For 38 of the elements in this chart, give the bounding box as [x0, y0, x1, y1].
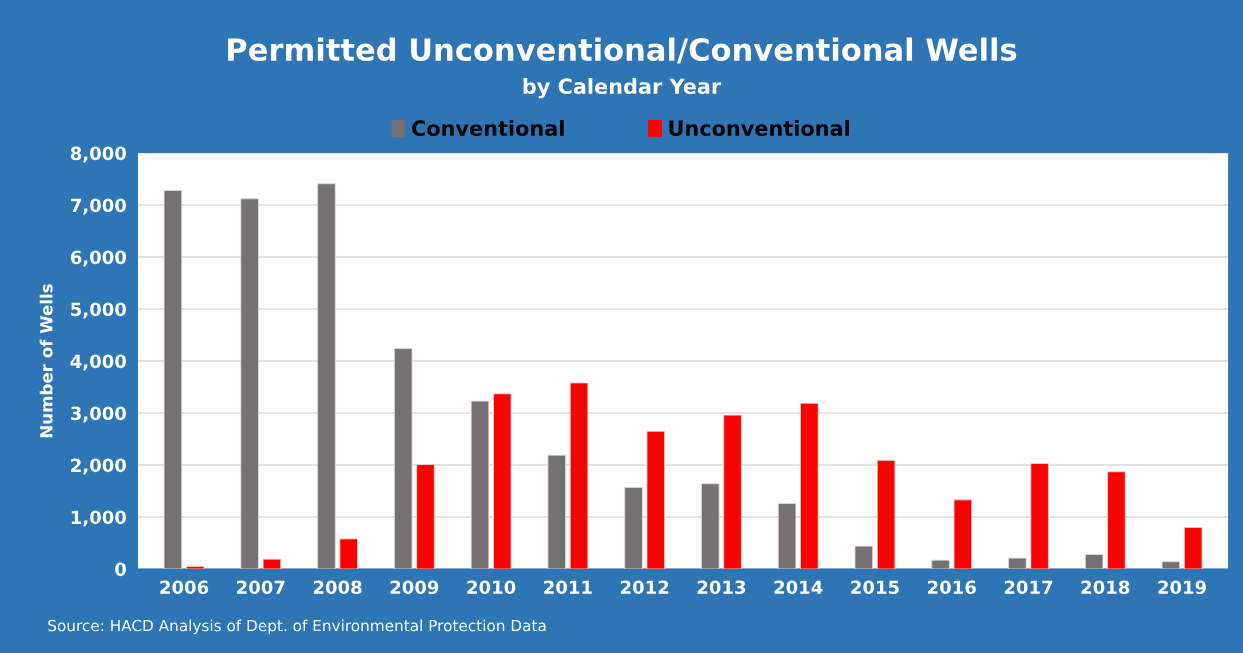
y-tick-label: 5,000 [71, 302, 126, 319]
x-tick-label: 2014 [774, 580, 823, 595]
x-tick-label: 2011 [544, 580, 592, 595]
x-tick-label: 2015 [851, 580, 899, 595]
x-tick-label: 2013 [697, 580, 746, 595]
y-tick-label: 2,000 [71, 458, 126, 475]
legend-label: Unconventional [669, 119, 849, 137]
x-tick-label: 2012 [620, 580, 669, 595]
chart-title: Permitted Unconventional/Conventional Wells [228, 37, 1017, 64]
x-tick-label: 2007 [237, 580, 285, 595]
y-tick-label: 0 [115, 562, 126, 577]
y-tick-label: 1,000 [71, 510, 126, 527]
y-axis-title: Number of Wells [39, 284, 53, 438]
bar [1183, 527, 1203, 570]
y-tick-label: 3,000 [70, 406, 126, 423]
x-tick-label: 2008 [313, 580, 362, 595]
x-tick-label: 2018 [1081, 580, 1130, 595]
chart-subtitle: by Calendar Year [523, 77, 722, 99]
x-tick-label: 2009 [390, 580, 439, 595]
y-tick-label: 7,000 [70, 198, 126, 215]
legend-label: Conventional [412, 119, 564, 137]
y-tick-label: 4,000 [70, 354, 126, 371]
bar [931, 559, 950, 570]
y-tick-label: 8,000 [70, 146, 126, 163]
y-tick-label: 6,000 [70, 250, 126, 267]
x-tick-label: 2016 [928, 580, 976, 595]
bar [854, 545, 874, 570]
source-note: Source: HACD Analysis of Dept. of Environmental Protection Data [48, 619, 546, 635]
bar [262, 558, 282, 570]
x-tick-label: 2010 [467, 580, 516, 595]
bar [185, 566, 205, 570]
x-tick-label: 2019 [1158, 580, 1206, 595]
bar [1084, 554, 1104, 570]
bar [339, 538, 358, 570]
x-tick-label: 2017 [1004, 580, 1053, 595]
bar [1161, 561, 1181, 570]
bar [1008, 557, 1027, 570]
x-tick-label: 2006 [160, 580, 209, 595]
